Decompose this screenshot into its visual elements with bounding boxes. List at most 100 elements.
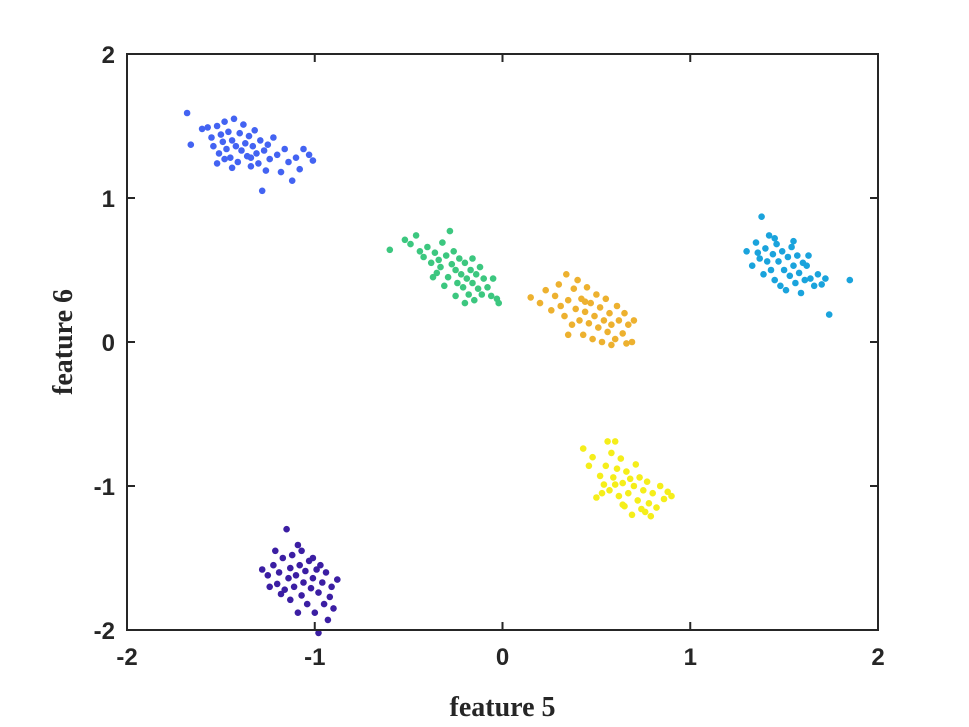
data-point-c2-6 (424, 243, 431, 251)
data-point-c3-30 (606, 309, 613, 317)
data-point-c4-24 (636, 474, 643, 481)
y-tick-label-2: 0 (102, 330, 115, 357)
data-point-c3-26 (598, 338, 606, 346)
data-point-c1-14 (296, 561, 304, 569)
data-point-c1-8 (285, 574, 292, 582)
data-point-c0-15 (230, 115, 238, 123)
data-point-c2-13 (442, 252, 450, 259)
x-tick-label-1: -1 (304, 644, 325, 671)
data-point-c5-6 (762, 245, 769, 252)
data-point-c3-41 (608, 341, 615, 349)
data-point-c2-40 (441, 282, 448, 290)
data-point-c1-13 (294, 541, 302, 549)
data-point-c4-22 (632, 461, 640, 468)
data-point-c4-30 (649, 489, 656, 497)
data-point-c0-29 (257, 137, 264, 144)
data-point-c2-22 (459, 284, 467, 291)
data-point-c2-27 (469, 279, 476, 287)
data-point-c2-15 (446, 227, 454, 235)
data-point-c0-24 (247, 163, 255, 170)
data-point-c4-4 (596, 472, 604, 480)
data-point-c2-18 (452, 266, 459, 274)
data-point-c0-45 (309, 157, 317, 164)
data-point-c5-16 (780, 266, 788, 274)
data-point-c5-20 (788, 243, 795, 251)
y-tick-label-1: -1 (94, 474, 115, 501)
data-point-c3-7 (561, 312, 568, 320)
data-point-c3-9 (564, 296, 572, 304)
data-point-c2-26 (467, 266, 474, 274)
data-point-c2-38 (495, 299, 503, 307)
data-point-c1-23 (313, 566, 320, 573)
data-point-c3-42 (564, 331, 572, 339)
data-point-c2-9 (433, 269, 441, 277)
data-point-c4-20 (628, 511, 636, 519)
data-point-c5-28 (803, 262, 810, 270)
data-point-c2-19 (454, 279, 461, 287)
data-point-c0-12 (225, 128, 232, 136)
data-point-c1-15 (298, 592, 305, 599)
x-axis-label: feature 5 (450, 692, 556, 723)
data-point-c3-38 (625, 321, 632, 329)
data-point-c3-17 (581, 308, 589, 316)
data-point-c2-34 (484, 284, 491, 291)
data-point-c0-20 (240, 121, 247, 128)
data-point-c2-31 (476, 263, 484, 271)
data-point-c2-12 (439, 239, 446, 246)
data-point-c4-37 (619, 501, 626, 509)
data-point-c2-7 (427, 259, 435, 267)
data-point-c2-33 (480, 275, 488, 282)
axis-ticks: -2 -1 0 1 2 -2 -1 0 1 2 (94, 42, 885, 671)
data-point-c0-18 (236, 129, 243, 137)
data-point-c3-35 (619, 330, 626, 337)
data-point-c5-3 (756, 255, 763, 262)
data-point-c1-12 (292, 572, 300, 579)
data-point-c5-0 (743, 248, 750, 255)
data-point-c0-47 (221, 155, 228, 163)
data-point-c3-2 (542, 286, 549, 294)
data-point-c0-43 (300, 145, 307, 153)
data-point-c0-1 (187, 141, 195, 148)
data-point-c0-9 (219, 138, 227, 146)
data-point-c1-38 (272, 547, 279, 555)
data-point-c4-38 (598, 489, 606, 497)
data-point-c4-2 (589, 453, 596, 461)
data-point-c5-24 (795, 269, 803, 277)
data-point-c4-12 (613, 465, 621, 473)
data-point-c2-24 (463, 275, 471, 282)
data-point-c5-25 (797, 289, 805, 297)
data-point-c0-36 (273, 151, 281, 159)
data-point-c3-27 (600, 317, 608, 324)
data-point-c5-38 (754, 249, 762, 256)
x-tick-label-0: -2 (116, 644, 137, 671)
data-point-c5-7 (763, 258, 771, 265)
data-point-c1-36 (277, 590, 285, 598)
data-point-c1-11 (290, 583, 298, 591)
data-point-c2-25 (465, 291, 473, 298)
data-point-c5-10 (769, 250, 777, 258)
data-point-c3-33 (613, 302, 621, 310)
data-point-c1-22 (311, 609, 319, 616)
data-point-c0-28 (255, 160, 262, 167)
data-point-c4-34 (664, 488, 671, 496)
data-point-c1-16 (300, 579, 307, 586)
data-point-c1-21 (309, 574, 317, 582)
data-point-c5-14 (777, 282, 784, 290)
data-point-c1-9 (287, 564, 294, 572)
plot-frame (126, 53, 879, 631)
data-point-c3-31 (608, 321, 615, 329)
data-point-c1-29 (328, 583, 335, 591)
data-point-c4-0 (579, 445, 587, 452)
data-point-c4-13 (615, 492, 623, 500)
data-point-c1-41 (317, 561, 324, 569)
data-point-c3-18 (583, 284, 591, 291)
data-point-c0-19 (238, 147, 245, 154)
data-point-c0-48 (228, 164, 236, 172)
data-point-c1-27 (322, 569, 330, 576)
data-point-c0-16 (232, 142, 240, 150)
data-point-c3-23 (593, 291, 600, 298)
data-point-c3-28 (602, 295, 610, 303)
data-point-c2-28 (471, 296, 478, 304)
data-point-c4-26 (640, 487, 647, 494)
